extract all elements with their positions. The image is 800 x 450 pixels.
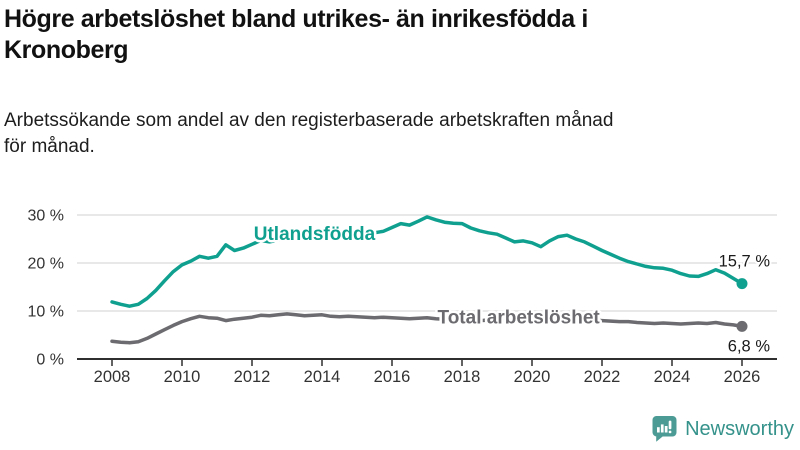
- y-tick-label: 0 %: [36, 352, 64, 369]
- x-tick-label: 2016: [374, 368, 411, 386]
- series-label-total-arbetsloshet: Total arbetslöshet: [438, 307, 601, 328]
- brand-name: Newsworthy: [685, 418, 794, 440]
- end-value-label-utlandsfodda: 15,7 %: [719, 253, 771, 271]
- y-tick-label: 30 %: [28, 208, 64, 225]
- x-tick-label: 2022: [584, 368, 621, 386]
- x-tick-label: 2014: [304, 368, 341, 386]
- brand-footer: Newsworthy: [652, 416, 794, 443]
- y-tick-label: 10 %: [28, 304, 64, 321]
- page-title: Högre arbetslöshet bland utrikes- än inr…: [4, 5, 588, 64]
- x-tick-label: 2020: [514, 368, 551, 386]
- series-line-utlandsfodda: [110, 215, 744, 308]
- series-label-utlandsfodda: Utlandsfödda: [254, 224, 376, 245]
- x-tick-label: 2010: [164, 368, 201, 386]
- line-chart-canvas: 0 % 10 % 20 % 30 % 2008 2010 2012 2014 2016 2018 2…: [28, 208, 777, 386]
- series-line-total-arbetsloshet: [110, 311, 744, 345]
- x-tick-label: 2024: [654, 368, 691, 386]
- x-tick-label: 2008: [94, 368, 131, 386]
- bar-chart-speech-bubble-icon: [652, 416, 677, 443]
- line-chart: 0 % 10 % 20 % 30 % 2008 2010 2012 2014 2016 2018 2…: [0, 180, 800, 400]
- end-dot-utlandsfodda: [736, 278, 748, 290]
- y-tick-label: 20 %: [28, 256, 64, 273]
- end-value-label-total-arbetsloshet: 6,8 %: [728, 337, 771, 355]
- page-subtitle: Arbetssökande som andel av den registerb…: [4, 110, 614, 158]
- x-tick-label: 2012: [234, 368, 271, 386]
- x-tick-label: 2026: [724, 368, 761, 386]
- x-tick-label: 2018: [444, 368, 481, 386]
- end-dot-total-arbetsloshet: [736, 320, 748, 332]
